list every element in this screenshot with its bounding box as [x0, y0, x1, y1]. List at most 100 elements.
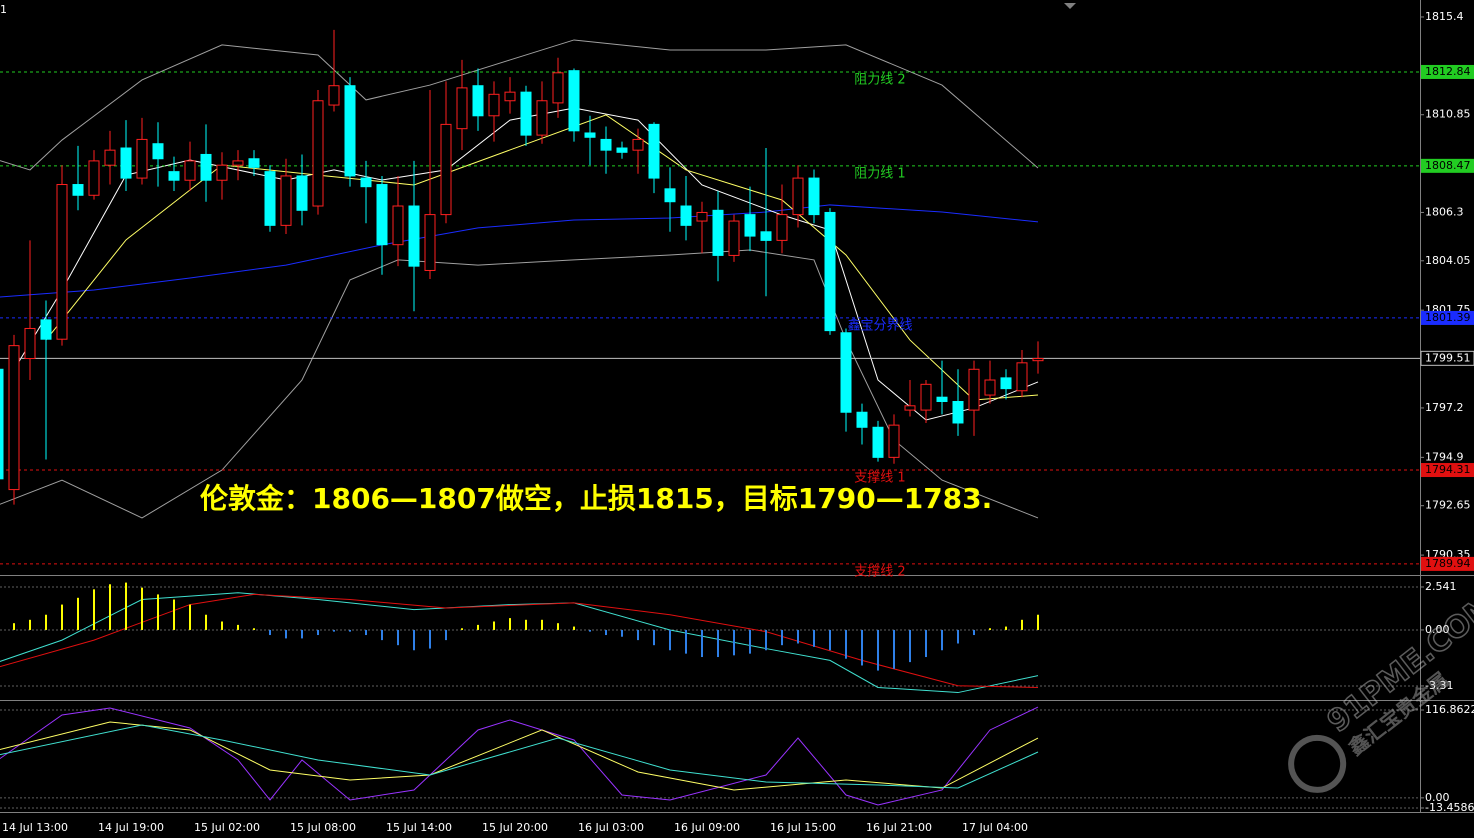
level-price-label: 1799.51 — [1425, 351, 1471, 364]
candle-body — [344, 85, 356, 177]
x-tick-label: 16 Jul 09:00 — [674, 821, 740, 834]
candle-body — [728, 220, 740, 256]
candle-body — [904, 405, 916, 411]
candle-body — [1032, 358, 1044, 362]
candle-body — [328, 85, 340, 106]
indicator-line — [0, 204, 1039, 298]
y-tick-label: 1794.9 — [1425, 450, 1464, 463]
candle-body — [488, 93, 500, 117]
candle-body — [568, 70, 580, 132]
y-tick-label: 1815.4 — [1425, 10, 1464, 23]
level-label: 支撑线 2 — [854, 564, 905, 579]
candle-body — [88, 160, 100, 196]
x-tick-label: 15 Jul 14:00 — [386, 821, 452, 834]
candle-body — [200, 153, 212, 181]
y-tick-label: -13.4586 — [1425, 801, 1474, 814]
candle-body — [408, 205, 420, 267]
candle-body — [392, 205, 404, 246]
indicator-line — [0, 249, 1039, 519]
candle-body — [584, 132, 596, 138]
candle-body — [72, 184, 84, 196]
candle-body — [760, 231, 772, 241]
candle-body — [456, 87, 468, 130]
corner-label: 1 — [0, 3, 7, 16]
level-price-box — [1421, 158, 1474, 173]
candle-body — [8, 345, 20, 491]
x-tick-label: 15 Jul 08:00 — [290, 821, 356, 834]
candle-body — [120, 147, 132, 179]
candle-body — [632, 138, 644, 151]
candle-body — [888, 424, 900, 458]
scroll-marker — [1064, 3, 1076, 9]
plot-area: 1815.41810.851806.31804.051801.751797.21… — [0, 10, 1474, 834]
level-price-label: 1794.31 — [1425, 463, 1471, 476]
candle-body — [232, 160, 244, 166]
x-tick-label: 16 Jul 03:00 — [578, 821, 644, 834]
candle-body — [936, 396, 948, 402]
y-tick-label: 0.00 — [1425, 623, 1450, 636]
candle-body — [856, 411, 868, 428]
candle-body — [872, 426, 884, 458]
x-tick-label: 16 Jul 15:00 — [770, 821, 836, 834]
candle-body — [24, 327, 36, 360]
candle-body — [712, 209, 724, 256]
candle-body — [792, 177, 804, 216]
candle-body — [600, 138, 612, 151]
y-tick-label: 1792.65 — [1425, 499, 1471, 512]
candle-body — [744, 214, 756, 237]
candle-body — [360, 177, 372, 188]
candle-body — [1000, 377, 1012, 390]
candle-body — [104, 149, 116, 166]
candle-body — [136, 138, 148, 179]
level-price-box — [1420, 350, 1474, 366]
x-tick-label: 14 Jul 13:00 — [2, 821, 68, 834]
candle-body — [472, 85, 484, 117]
candle-body — [536, 100, 548, 136]
candle-body — [424, 214, 436, 271]
level-price-label: 1812.84 — [1425, 65, 1471, 78]
candle-body — [984, 379, 996, 396]
annotation: 伦敦金：1806—1807做空，止损1815，目标1790—1783. — [200, 482, 992, 515]
candle-body — [0, 368, 4, 480]
candle-body — [296, 175, 308, 211]
indicator-line — [0, 724, 1039, 789]
y-tick-label: 2.541 — [1425, 580, 1457, 593]
x-tick-label: 17 Jul 04:00 — [962, 821, 1028, 834]
y-tick-label: 1810.85 — [1425, 108, 1471, 121]
level-price-label: 1789.94 — [1425, 557, 1471, 570]
level-price-box — [1421, 310, 1474, 325]
level-price-label: 1808.47 — [1425, 159, 1471, 172]
candle-body — [680, 205, 692, 226]
x-tick-label: 15 Jul 02:00 — [194, 821, 260, 834]
candle-body — [648, 123, 660, 179]
candle-body — [840, 332, 852, 413]
candle-body — [216, 164, 228, 181]
watermark-logo — [1288, 734, 1347, 793]
candle-body — [184, 160, 196, 181]
candle-body — [264, 171, 276, 226]
x-tick-label: 15 Jul 20:00 — [482, 821, 548, 834]
candle-body — [616, 147, 628, 153]
y-tick-label: 1804.05 — [1425, 254, 1471, 267]
candle-body — [152, 143, 164, 160]
candle-body — [776, 214, 788, 241]
level-label: 阻力线 1 — [854, 166, 905, 181]
candle-body — [808, 177, 820, 216]
indicator-line — [0, 721, 1039, 791]
level-label: 鑫宝分界线 — [847, 317, 912, 333]
candle-body — [968, 368, 980, 411]
y-tick-label: 0.00 — [1425, 791, 1450, 804]
y-tick-label: 1797.2 — [1425, 401, 1464, 414]
candle-body — [56, 184, 68, 340]
candle-body — [520, 91, 532, 136]
y-tick-label: 1806.3 — [1425, 205, 1464, 218]
x-tick-label: 16 Jul 21:00 — [866, 821, 932, 834]
candle-body — [248, 158, 260, 168]
level-label: 支撑线 1 — [854, 471, 905, 486]
candle-body — [824, 211, 836, 332]
y-tick-label: -3.31 — [1425, 679, 1453, 692]
candle-body — [504, 91, 516, 102]
candle-body — [280, 175, 292, 226]
